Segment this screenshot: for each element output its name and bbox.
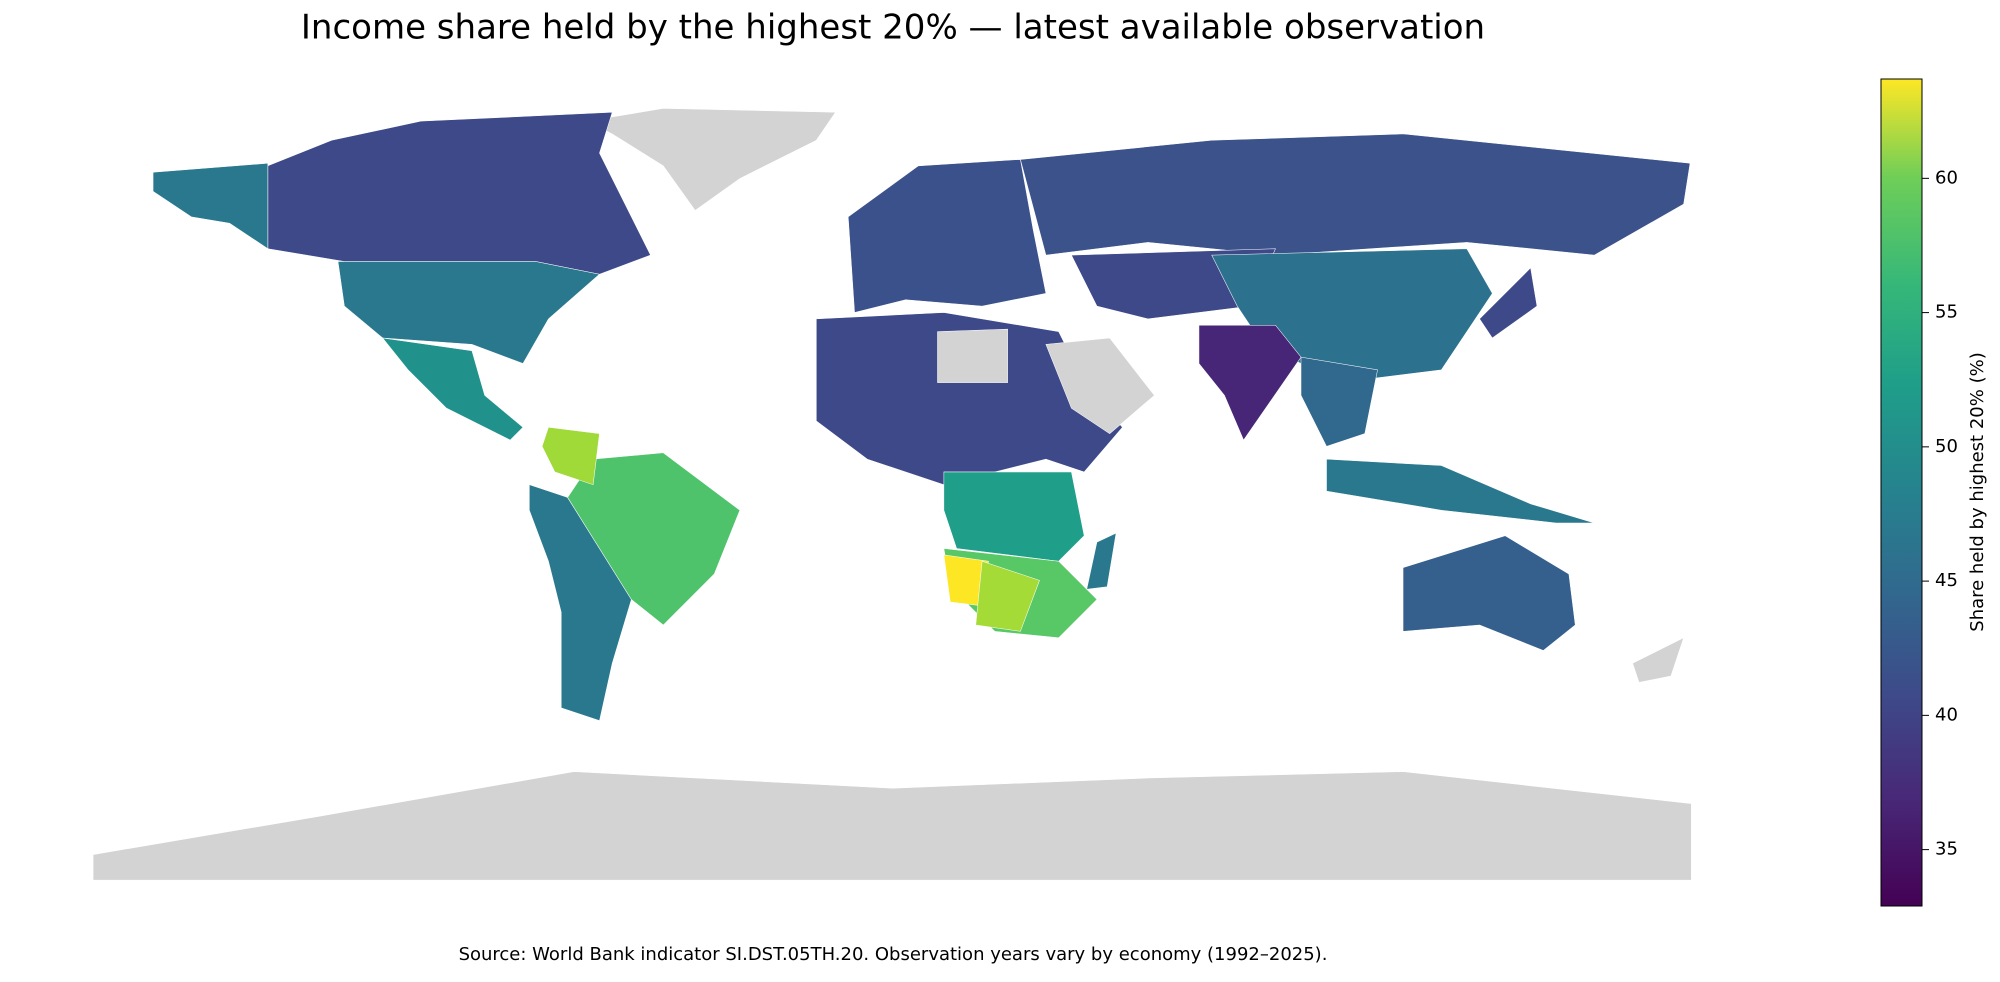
antarctica [92, 771, 1692, 881]
colorbar-tick-label: 55 [1935, 302, 1958, 323]
australia [1402, 535, 1576, 651]
brazil [567, 452, 741, 626]
south-africa [975, 560, 1040, 632]
india [1198, 324, 1302, 441]
madagascar [1086, 532, 1117, 590]
colorbar-tick-label: 40 [1935, 704, 1958, 725]
colorbar-ticks: 35 40 45 50 55 60 [1922, 167, 1958, 860]
europe [847, 159, 1047, 313]
arabia [1045, 337, 1155, 434]
colorbar-tick-label: 60 [1935, 167, 1958, 188]
source-note: Source: World Bank indicator SI.DST.05TH… [459, 944, 1328, 965]
alaska [152, 162, 269, 250]
north-africa [816, 312, 1123, 485]
libya [937, 328, 1008, 383]
central-africa [943, 471, 1085, 562]
canada [267, 111, 651, 275]
colorbar [1880, 78, 1923, 907]
russia [1020, 133, 1691, 256]
colorbar-label: Share held by highest 20% (%) [1967, 352, 1988, 631]
new-zealand [1632, 637, 1685, 683]
central-america [382, 337, 524, 441]
map-title: Income share held by the highest 20% — l… [301, 8, 1485, 48]
world-map [92, 108, 1692, 881]
southeast-asia [1300, 356, 1378, 447]
usa [337, 261, 601, 364]
colorbar-tick-label: 45 [1935, 570, 1958, 591]
indonesia [1326, 458, 1595, 524]
colombia [541, 427, 600, 486]
colorbar-tick-label: 50 [1935, 436, 1958, 457]
colorbar-tick-label: 35 [1935, 839, 1958, 860]
japan [1479, 267, 1538, 339]
greenland [585, 108, 836, 211]
